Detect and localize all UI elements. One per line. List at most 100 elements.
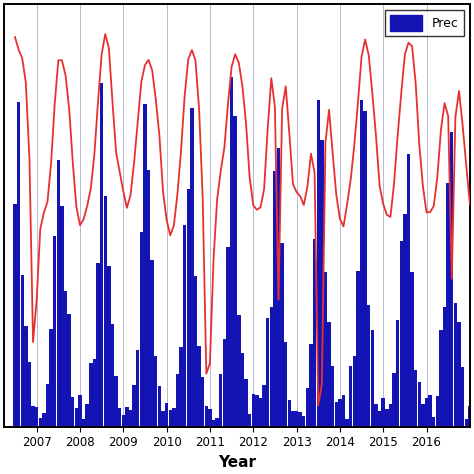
Bar bbox=[140, 232, 143, 427]
Bar bbox=[468, 406, 472, 427]
Bar bbox=[150, 261, 154, 427]
Bar bbox=[310, 344, 313, 427]
Bar bbox=[85, 404, 89, 427]
Bar bbox=[208, 409, 212, 427]
Bar bbox=[436, 396, 439, 427]
Bar bbox=[313, 239, 316, 427]
Bar bbox=[266, 318, 269, 427]
Bar bbox=[46, 383, 49, 427]
Bar bbox=[201, 377, 204, 427]
Bar bbox=[364, 111, 367, 427]
Bar bbox=[299, 412, 302, 427]
X-axis label: Year: Year bbox=[218, 455, 256, 470]
Bar bbox=[74, 408, 78, 427]
Bar bbox=[382, 399, 385, 427]
Bar bbox=[103, 196, 107, 427]
Bar bbox=[132, 385, 136, 427]
Bar bbox=[425, 398, 428, 427]
Bar bbox=[118, 408, 121, 427]
Bar bbox=[331, 366, 334, 427]
Bar bbox=[262, 385, 266, 427]
Bar bbox=[288, 401, 291, 427]
Bar bbox=[230, 77, 233, 427]
Bar bbox=[244, 379, 248, 427]
Bar bbox=[461, 367, 465, 427]
Bar bbox=[237, 315, 240, 427]
Bar bbox=[49, 329, 53, 427]
Bar bbox=[295, 411, 298, 427]
Bar bbox=[17, 102, 20, 427]
Bar bbox=[64, 291, 67, 427]
Bar bbox=[241, 354, 244, 427]
Bar bbox=[53, 236, 56, 427]
Bar bbox=[353, 356, 356, 427]
Bar bbox=[219, 374, 222, 427]
Bar bbox=[410, 272, 414, 427]
Bar bbox=[432, 417, 436, 427]
Bar bbox=[121, 415, 125, 427]
Bar bbox=[349, 366, 353, 427]
Bar bbox=[342, 395, 345, 427]
Bar bbox=[248, 414, 251, 427]
Bar bbox=[147, 170, 150, 427]
Bar bbox=[136, 350, 139, 427]
Bar bbox=[284, 342, 287, 427]
Bar bbox=[96, 263, 100, 427]
Bar bbox=[24, 326, 27, 427]
Bar bbox=[335, 402, 338, 427]
Bar bbox=[396, 319, 400, 427]
Bar bbox=[270, 307, 273, 427]
Bar bbox=[281, 243, 284, 427]
Bar bbox=[259, 398, 262, 427]
Bar bbox=[27, 362, 31, 427]
Bar bbox=[82, 419, 85, 427]
Bar bbox=[35, 407, 38, 427]
Legend: Prec: Prec bbox=[385, 10, 464, 36]
Bar bbox=[324, 273, 327, 427]
Bar bbox=[371, 330, 374, 427]
Bar bbox=[378, 410, 381, 427]
Bar bbox=[100, 83, 103, 427]
Bar bbox=[421, 404, 425, 427]
Bar bbox=[183, 225, 186, 427]
Bar bbox=[212, 420, 215, 427]
Bar bbox=[277, 148, 280, 427]
Bar bbox=[172, 408, 175, 427]
Bar bbox=[38, 418, 42, 427]
Bar bbox=[472, 399, 474, 427]
Bar bbox=[187, 189, 190, 427]
Bar bbox=[428, 395, 432, 427]
Bar bbox=[392, 373, 396, 427]
Bar bbox=[389, 404, 392, 427]
Bar bbox=[291, 411, 295, 427]
Bar bbox=[418, 382, 421, 427]
Bar bbox=[20, 274, 24, 427]
Bar bbox=[42, 413, 46, 427]
Bar bbox=[13, 204, 17, 427]
Bar bbox=[78, 395, 82, 427]
Bar bbox=[273, 171, 277, 427]
Bar bbox=[107, 266, 110, 427]
Bar bbox=[190, 108, 193, 427]
Bar bbox=[414, 370, 418, 427]
Bar bbox=[129, 410, 132, 427]
Bar bbox=[56, 160, 60, 427]
Bar bbox=[179, 346, 183, 427]
Bar bbox=[439, 330, 443, 427]
Bar bbox=[161, 410, 164, 427]
Bar bbox=[252, 394, 255, 427]
Bar bbox=[176, 374, 179, 427]
Bar bbox=[407, 155, 410, 427]
Bar bbox=[154, 356, 157, 427]
Bar bbox=[234, 116, 237, 427]
Bar bbox=[93, 358, 96, 427]
Bar bbox=[385, 409, 389, 427]
Bar bbox=[457, 322, 461, 427]
Bar bbox=[367, 305, 371, 427]
Bar bbox=[317, 100, 320, 427]
Bar bbox=[223, 339, 226, 427]
Bar bbox=[158, 386, 161, 427]
Bar bbox=[226, 247, 230, 427]
Bar bbox=[450, 132, 454, 427]
Bar bbox=[168, 410, 172, 427]
